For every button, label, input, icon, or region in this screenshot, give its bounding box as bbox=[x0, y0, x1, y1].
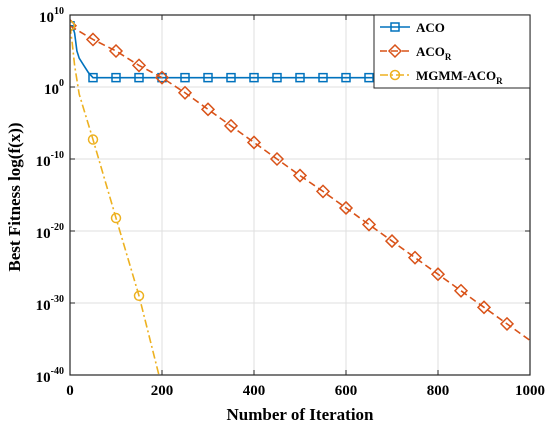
x-axis-ticks: 0 200 400 600 800 1000 bbox=[66, 15, 545, 399]
y-tick-label: 10-30 bbox=[36, 294, 64, 314]
data-point-marker bbox=[411, 383, 420, 392]
data-point-marker bbox=[226, 72, 236, 83]
data-point-marker bbox=[246, 135, 262, 150]
y-tick-label: 10-10 bbox=[36, 150, 64, 170]
data-point-marker bbox=[296, 383, 305, 392]
series-aco bbox=[70, 21, 530, 83]
x-tick-label: 1000 bbox=[515, 383, 545, 399]
x-tick-label: 200 bbox=[151, 383, 174, 399]
data-point-marker bbox=[273, 383, 282, 392]
legend-entry: MGMM-ACOR bbox=[380, 68, 503, 86]
data-point-marker bbox=[341, 72, 351, 83]
data-point-marker bbox=[384, 234, 400, 249]
data-point-marker bbox=[177, 85, 193, 100]
data-point-marker bbox=[503, 383, 512, 392]
x-tick-label: 800 bbox=[427, 383, 450, 399]
data-point-marker bbox=[430, 267, 446, 282]
series-line bbox=[70, 24, 530, 79]
series-line bbox=[70, 25, 160, 375]
data-point-marker bbox=[154, 70, 170, 85]
data-point-marker bbox=[319, 383, 328, 392]
legend-entry: ACO bbox=[380, 20, 445, 35]
x-tick-label: 400 bbox=[243, 383, 266, 399]
x-axis-title: Number of Iteration bbox=[227, 405, 375, 424]
legend-marker bbox=[389, 69, 401, 81]
y-tick-label: 100 bbox=[44, 78, 64, 98]
data-point-marker bbox=[108, 43, 124, 59]
data-point-marker bbox=[295, 72, 305, 83]
x-tick-label: 0 bbox=[66, 383, 74, 399]
legend-marker bbox=[390, 22, 400, 32]
data-point-marker bbox=[338, 200, 354, 216]
series-layer bbox=[70, 18, 530, 392]
data-point-marker bbox=[476, 300, 492, 315]
data-point-marker bbox=[110, 212, 122, 224]
legend-label: ACOR bbox=[416, 44, 452, 62]
data-point-marker bbox=[87, 134, 99, 145]
data-point-marker bbox=[318, 72, 328, 83]
y-tick-label: 1010 bbox=[39, 6, 64, 26]
data-point-marker bbox=[200, 102, 216, 117]
data-point-marker bbox=[88, 72, 98, 83]
data-point-marker bbox=[407, 250, 423, 265]
data-point-marker bbox=[361, 217, 377, 232]
data-point-marker bbox=[269, 151, 285, 167]
data-point-marker bbox=[180, 72, 190, 83]
data-point-marker bbox=[70, 20, 76, 32]
y-axis-ticks: 1010 100 10-10 10-20 10-30 10-40 bbox=[36, 6, 530, 386]
data-point-marker bbox=[131, 58, 147, 73]
data-point-marker bbox=[480, 383, 489, 392]
data-point-marker bbox=[499, 316, 515, 331]
series-acor bbox=[70, 18, 530, 342]
data-point-marker bbox=[223, 118, 239, 133]
data-point-marker bbox=[388, 383, 397, 392]
y-axis-title: Best Fitness log(f(x)) bbox=[5, 122, 24, 271]
series-mgmm-acor bbox=[70, 20, 512, 392]
series-line bbox=[70, 25, 530, 342]
data-point-marker bbox=[315, 184, 331, 199]
data-point-marker bbox=[272, 72, 282, 83]
data-point-marker bbox=[85, 32, 101, 47]
data-point-marker bbox=[204, 383, 213, 392]
plot-frame bbox=[69, 14, 531, 376]
legend: ACO ACOR MGMM-ACOR bbox=[373, 14, 531, 89]
legend-entry: ACOR bbox=[380, 43, 452, 62]
data-point-marker bbox=[134, 72, 144, 83]
legend-label: ACO bbox=[416, 20, 445, 35]
x-tick-label: 600 bbox=[335, 383, 358, 399]
data-point-marker bbox=[457, 383, 466, 392]
data-point-marker bbox=[364, 72, 374, 83]
data-point-marker bbox=[227, 383, 236, 392]
data-point-marker bbox=[111, 72, 121, 83]
data-point-marker bbox=[453, 283, 469, 298]
data-point-marker bbox=[365, 383, 374, 392]
legend-marker bbox=[387, 43, 403, 59]
data-point-marker bbox=[181, 383, 190, 392]
legend-label: MGMM-ACOR bbox=[416, 68, 503, 86]
data-point-marker bbox=[249, 72, 259, 83]
data-point-marker bbox=[133, 290, 145, 302]
data-point-marker bbox=[292, 168, 308, 183]
y-tick-label: 10-20 bbox=[36, 222, 64, 242]
data-point-marker bbox=[157, 72, 167, 83]
y-tick-label: 10-40 bbox=[36, 366, 64, 386]
data-point-marker bbox=[203, 72, 213, 83]
